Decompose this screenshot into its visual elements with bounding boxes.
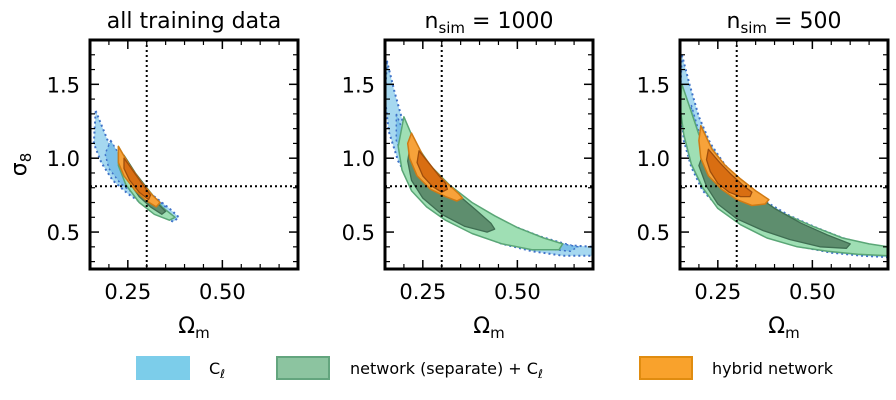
y-tick-label: 1.5 [342, 73, 375, 97]
y-tick-label: 0.5 [637, 221, 670, 245]
x-tick-label: 0.50 [199, 280, 246, 304]
x-tick-label: 0.50 [789, 280, 836, 304]
legend-label: hybrid network [712, 359, 834, 378]
axes-frame [383, 38, 595, 271]
legend-swatch [276, 356, 330, 380]
plot-area [385, 40, 593, 269]
x-axis-label: Ωm [768, 314, 799, 342]
legend-item-3: hybrid network [639, 356, 834, 380]
x-axis-label: Ωm [178, 314, 209, 342]
legend-swatch [639, 356, 693, 380]
x-tick-label: 0.25 [399, 280, 446, 304]
panel-title: all training data [107, 9, 281, 34]
hyb-contour-68 [705, 148, 753, 198]
panel-title: nsim = 1000 [425, 9, 554, 37]
y-tick-label: 1.0 [47, 147, 80, 171]
axes-frame [678, 38, 890, 271]
panel-1: 0.25 0.50 0.5 1.0 1.5 all training data Ωm σ8 [7, 9, 300, 342]
legend-item-1: Cℓ [136, 356, 225, 381]
y-tick-label: 0.5 [47, 221, 80, 245]
panel-title: nsim = 500 [727, 9, 842, 37]
hyb-contour-68 [123, 157, 152, 201]
y-tick-label: 1.5 [637, 73, 670, 97]
legend-label: network (separate) + Cℓ [350, 359, 543, 381]
hyb-contour-68 [416, 150, 449, 193]
panel-3: 0.25 0.50 0.5 1.0 1.5 nsim = 500 Ωm [637, 9, 890, 342]
plot-area [680, 40, 888, 269]
legend-swatch [136, 356, 190, 380]
x-tick-label: 0.25 [694, 280, 741, 304]
x-tick-label: 0.50 [494, 280, 541, 304]
legend-item-2: network (separate) + Cℓ [276, 356, 543, 381]
y-tick-label: 1.5 [47, 73, 80, 97]
y-tick-label: 1.0 [342, 147, 375, 171]
panel-2: 0.25 0.50 0.5 1.0 1.5 nsim = 1000 Ωm [342, 9, 595, 342]
legend-label: Cℓ [209, 359, 225, 381]
y-tick-label: 1.0 [637, 147, 670, 171]
x-tick-label: 0.25 [104, 280, 151, 304]
axes-frame [88, 38, 300, 271]
legend: Cℓ network (separate) + Cℓ hybrid network [136, 356, 834, 381]
x-axis-label: Ωm [473, 314, 504, 342]
cl-contour-95 [92, 109, 180, 223]
plot-area [90, 40, 298, 269]
y-tick-label: 0.5 [342, 221, 375, 245]
y-axis-label: σ8 [7, 153, 35, 177]
